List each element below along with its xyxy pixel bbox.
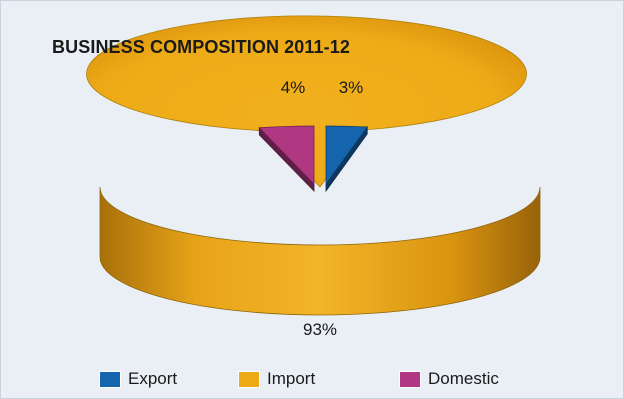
- legend-swatch-domestic: [399, 370, 421, 388]
- legend-item-import: Import: [238, 367, 315, 391]
- chart-legend: Export Import Domestic: [1, 367, 624, 391]
- legend-swatch-import: [238, 370, 260, 388]
- slice-import-side: [99, 186, 541, 316]
- legend-label-domestic: Domestic: [428, 369, 499, 388]
- data-label-domestic: 4%: [280, 78, 306, 97]
- slice-import: [86, 15, 527, 188]
- slice-export: [325, 125, 368, 186]
- legend-label-import: Import: [267, 369, 316, 388]
- data-label-export: 3%: [338, 78, 364, 97]
- legend-item-export: Export: [99, 367, 177, 391]
- data-label-import: 93%: [302, 320, 338, 339]
- slice-domestic: [258, 125, 315, 185]
- legend-item-domestic: Domestic: [399, 367, 499, 391]
- chart-title: BUSINESS COMPOSITION 2011-12: [52, 37, 350, 57]
- legend-label-export: Export: [128, 369, 178, 388]
- legend-swatch-export: [99, 370, 121, 388]
